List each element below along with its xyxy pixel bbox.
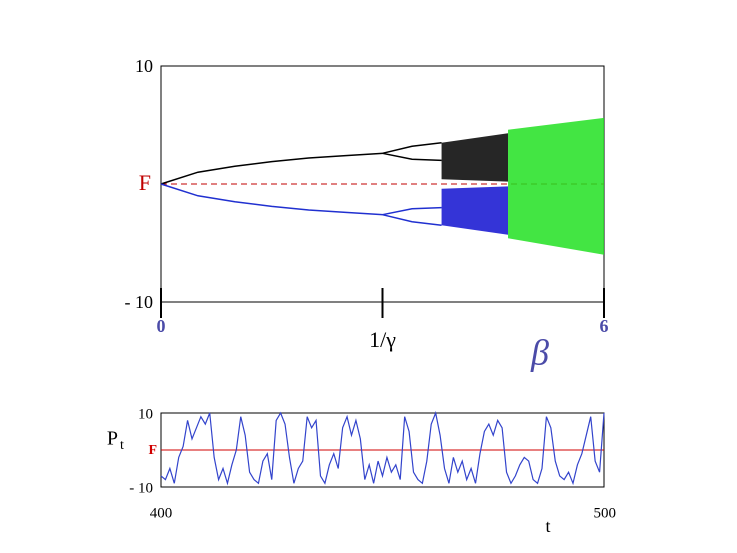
y-axis-label-subscript: t: [120, 438, 124, 453]
x-tick-label: 0: [157, 316, 166, 336]
x-tick-label: 6: [600, 316, 609, 336]
series-line: [160, 410, 605, 486]
chaotic-band: [508, 117, 604, 255]
branch-line: [382, 213, 442, 227]
branch-line: [160, 183, 383, 216]
x-axis-label: t: [545, 516, 550, 536]
chaotic-band: [441, 133, 509, 182]
branch-line: [382, 141, 442, 155]
x-axis-label: β: [530, 332, 549, 372]
y-tick-label: 10: [138, 406, 153, 422]
x-tick-label: 1/γ: [369, 327, 396, 352]
reference-label: F: [148, 443, 157, 458]
y-axis-label: P: [107, 428, 118, 450]
branch-line: [382, 206, 442, 216]
x-tick-label: 500: [594, 505, 617, 521]
x-tick-label: 400: [150, 505, 173, 521]
branch-line: [382, 152, 442, 162]
y-tick-label: - 10: [129, 480, 153, 496]
reference-label: F: [139, 170, 151, 195]
y-tick-label: 10: [135, 56, 153, 76]
branch-line: [160, 152, 383, 185]
y-tick-label: - 10: [125, 292, 154, 312]
chaotic-band: [441, 186, 509, 235]
